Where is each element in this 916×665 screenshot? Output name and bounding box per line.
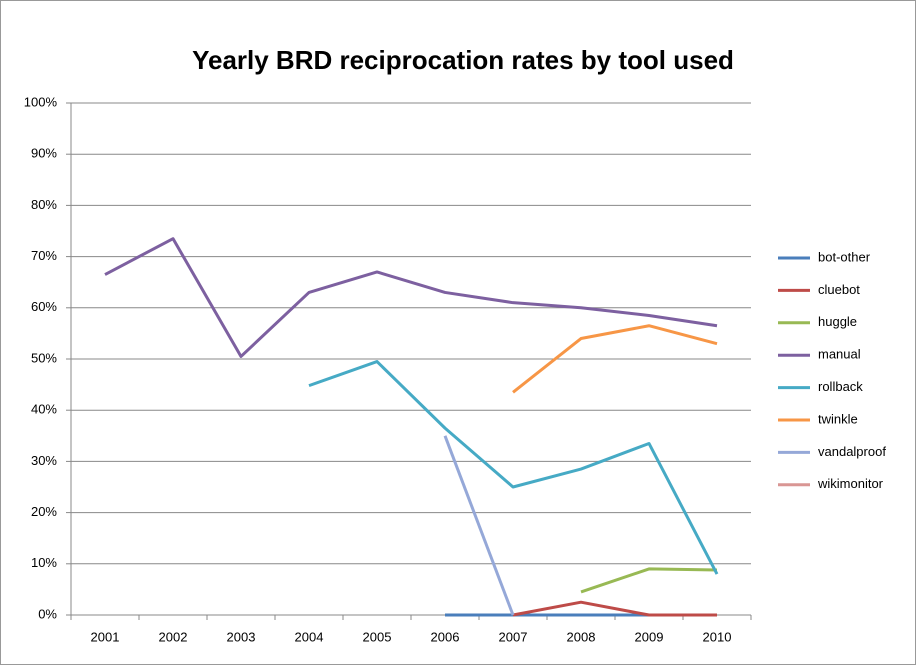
y-tick-label: 60% xyxy=(31,299,57,314)
x-tick-label: 2002 xyxy=(159,629,188,644)
legend-label: manual xyxy=(818,347,861,362)
legend-label: vandalproof xyxy=(818,444,886,459)
x-tick-label: 2009 xyxy=(635,629,664,644)
x-tick-label: 2004 xyxy=(295,629,324,644)
y-tick-label: 70% xyxy=(31,248,57,263)
x-tick-label: 2001 xyxy=(91,629,120,644)
series-line xyxy=(104,237,718,358)
y-tick-label: 40% xyxy=(31,402,57,417)
x-tick-label: 2010 xyxy=(703,629,732,644)
y-tick-label: 50% xyxy=(31,350,57,365)
y-tick-label: 100% xyxy=(24,94,58,109)
chart-title: Yearly BRD reciprocation rates by tool u… xyxy=(192,45,734,75)
series-line xyxy=(443,435,515,616)
series-line xyxy=(512,324,718,394)
y-tick-label: 80% xyxy=(31,197,57,212)
legend-label: cluebot xyxy=(818,282,860,297)
series-line xyxy=(308,360,719,575)
x-tick-label: 2003 xyxy=(227,629,256,644)
x-tick-label: 2008 xyxy=(567,629,596,644)
series-line xyxy=(580,567,718,594)
legend-label: huggle xyxy=(818,314,857,329)
y-tick-label: 90% xyxy=(31,146,57,161)
legend-label: twinkle xyxy=(818,411,858,426)
x-tick-label: 2007 xyxy=(499,629,528,644)
series-line xyxy=(512,600,717,617)
y-tick-label: 0% xyxy=(38,606,57,621)
x-tick-label: 2006 xyxy=(431,629,460,644)
y-tick-label: 10% xyxy=(31,555,57,570)
legend-label: bot-other xyxy=(818,249,871,264)
y-tick-label: 30% xyxy=(31,453,57,468)
legend-label: wikimonitor xyxy=(817,476,884,491)
x-tick-label: 2005 xyxy=(363,629,392,644)
y-tick-label: 20% xyxy=(31,504,57,519)
legend-label: rollback xyxy=(818,379,863,394)
